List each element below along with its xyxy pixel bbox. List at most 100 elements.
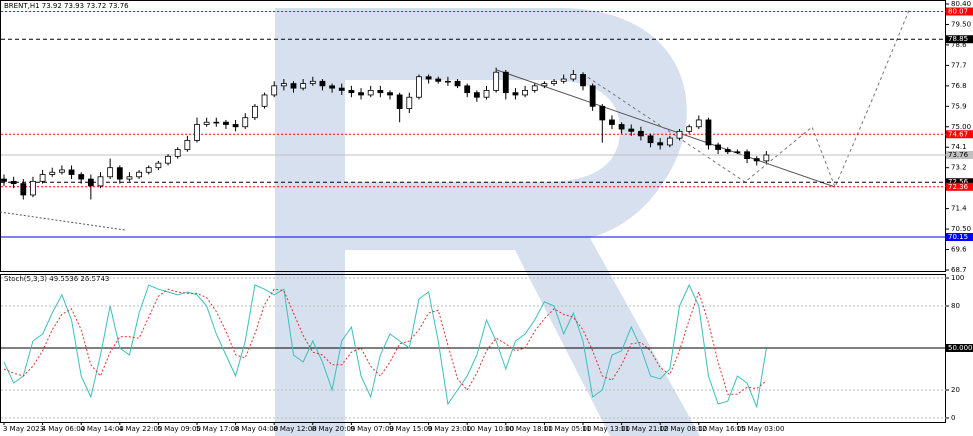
candle-body	[715, 144, 721, 150]
candle-body	[300, 83, 307, 89]
candle-body	[444, 80, 451, 83]
candle-body	[406, 96, 413, 109]
candle-body	[107, 167, 114, 178]
x-tick-label: 9 May 07:00	[350, 425, 394, 433]
stoch-line	[3, 283, 767, 409]
level-label: 74.67	[948, 130, 968, 138]
x-tick-label: 4 May 14:00	[80, 425, 124, 433]
y-tick-label: 77.7	[951, 61, 967, 69]
candle-body	[97, 176, 104, 187]
main-panel	[0, 0, 946, 272]
candle-body	[580, 74, 586, 87]
candle-body	[628, 128, 635, 132]
candle-body	[512, 92, 519, 96]
level-label-bg	[946, 130, 973, 139]
x-tick-label: 3 May 2023	[3, 425, 44, 433]
y-tick-label: 70.50	[951, 225, 971, 233]
analysis-lines	[0, 7, 911, 231]
candle-body	[348, 89, 355, 94]
chart-title: BRENT,H1 73.92 73.93 73.72 73.76	[4, 2, 129, 10]
candle-body	[387, 92, 393, 96]
y-tick-label: 74.1	[951, 143, 967, 151]
candle-body	[358, 92, 364, 96]
candle-body	[39, 174, 46, 182]
level-label-bg	[946, 35, 973, 44]
y-tick-label: 68.7	[951, 266, 967, 274]
candle-body	[49, 171, 56, 175]
candle-body	[560, 78, 567, 82]
candle-body	[184, 140, 191, 150]
candle-body	[242, 117, 249, 128]
x-tick-label: 10 May 18:00	[505, 425, 553, 433]
candle-body	[271, 85, 278, 96]
candle-body	[522, 89, 528, 96]
candle-body	[290, 83, 297, 89]
y-tick-label: 71.4	[951, 205, 967, 213]
level-label-bg	[946, 233, 973, 242]
candle-body	[464, 85, 471, 94]
candle-body	[609, 119, 615, 125]
level-label-bg	[946, 182, 973, 191]
candle-body	[165, 155, 171, 164]
y-tick-label: 0	[951, 414, 955, 422]
x-tick-label: 8 May 04:00	[235, 425, 279, 433]
level-label-bg	[946, 7, 973, 16]
candle-body	[10, 180, 17, 185]
candle-body	[657, 142, 664, 146]
candle-body	[20, 183, 27, 196]
y-tick-label: 79.50	[951, 20, 971, 28]
x-tick-label: 4 May 06:00	[42, 425, 86, 433]
y-tick-label: 80	[951, 302, 960, 310]
candle-body	[483, 89, 490, 98]
candle-body	[59, 169, 65, 173]
level-label-bg	[946, 344, 973, 352]
candle-body	[223, 121, 229, 125]
x-tick-label: 8 May 12:00	[273, 425, 317, 433]
y-tick-label: 75.00	[951, 123, 971, 131]
y-tick-label: 78.6	[951, 41, 967, 49]
candle-body	[724, 149, 731, 153]
candle-body	[78, 174, 85, 180]
candle-body	[145, 167, 152, 173]
candle-body	[280, 83, 287, 87]
y-tick-label: 69.6	[951, 246, 967, 254]
candle-body	[416, 76, 422, 98]
candle-body	[502, 71, 509, 94]
watermark	[275, 8, 700, 436]
candle-body	[686, 126, 693, 132]
candle-body	[203, 121, 210, 125]
level-label-bg	[946, 150, 973, 159]
candle-body	[319, 80, 326, 87]
candle-body	[493, 71, 500, 91]
candle-body	[251, 105, 258, 119]
candle-body	[473, 92, 480, 98]
candle-body	[174, 149, 181, 157]
candle-body	[638, 130, 644, 137]
candle-body	[338, 87, 345, 91]
stoch-line	[3, 288, 767, 395]
indicator-title: Stoch(5,3,3) 49.5536 26.5743	[4, 275, 109, 283]
y-tick-label: 73.2	[951, 164, 967, 172]
x-tick-label: 12 May 16:00	[698, 425, 746, 433]
y-tick-label: 20	[951, 386, 960, 394]
level-label: 50.0000	[948, 344, 973, 352]
candle-body	[744, 151, 750, 159]
candle-body	[551, 80, 557, 84]
candle-body	[705, 119, 712, 146]
level-label: 73.76	[948, 151, 969, 159]
y-tick-label: 75.9	[951, 102, 967, 110]
x-tick-label: 10 May 10:00	[466, 425, 514, 433]
x-tick-label: 8 May 20:00	[312, 425, 356, 433]
level-label: 72.56	[948, 178, 969, 186]
candle-body	[155, 162, 162, 169]
candle-body	[309, 80, 316, 84]
level-label: 78.85	[948, 35, 968, 43]
level-label: 72.36	[948, 183, 969, 191]
x-tick-label: 12 May 08:00	[659, 425, 707, 433]
candle-body	[666, 137, 673, 146]
candle-body	[87, 178, 94, 187]
x-tick-label: 11 May 21:00	[621, 425, 669, 433]
candle-body	[261, 94, 268, 107]
level-label: 70.15	[948, 233, 968, 241]
